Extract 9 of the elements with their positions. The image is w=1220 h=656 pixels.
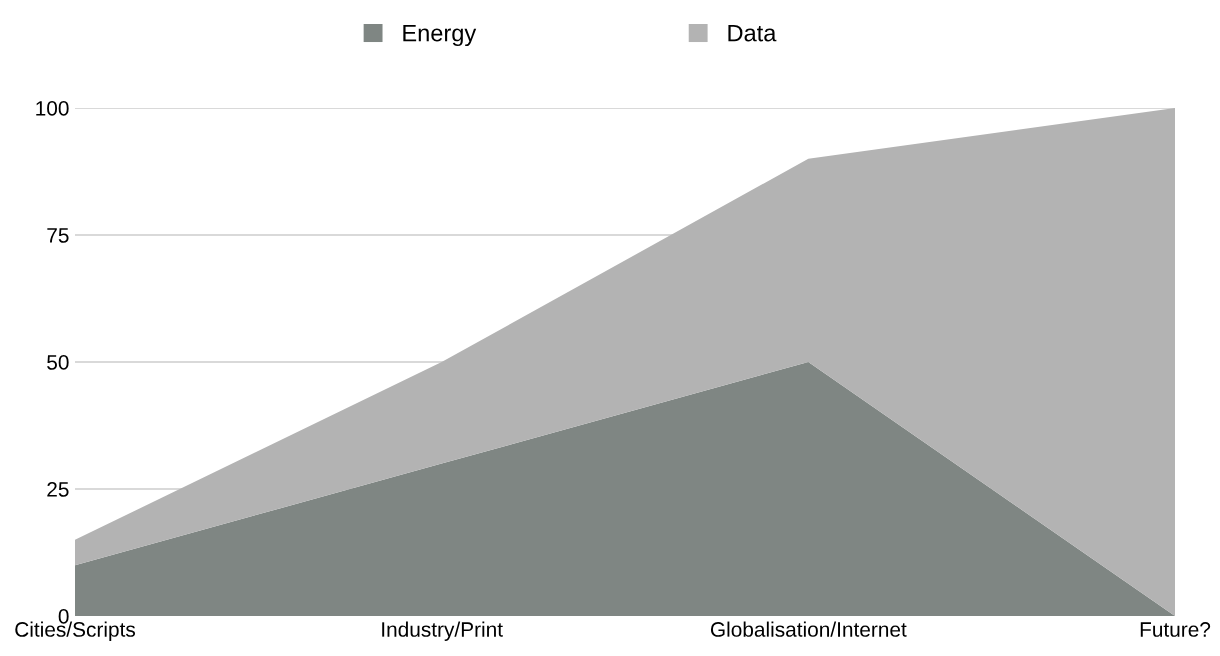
x-tick-label: Future?	[1140, 622, 1211, 637]
legend-label: Data	[728, 24, 777, 42]
y-tick-label: 50	[47, 355, 69, 370]
y-tick-label: 100	[36, 101, 69, 116]
y-tick-label: 25	[47, 482, 69, 497]
y-tick-label: 75	[47, 228, 69, 243]
x-tick-label: Globalisation/Internet	[710, 621, 907, 637]
x-tick-label: Industry/Print	[382, 621, 503, 641]
legend-label: Energy	[403, 24, 477, 47]
